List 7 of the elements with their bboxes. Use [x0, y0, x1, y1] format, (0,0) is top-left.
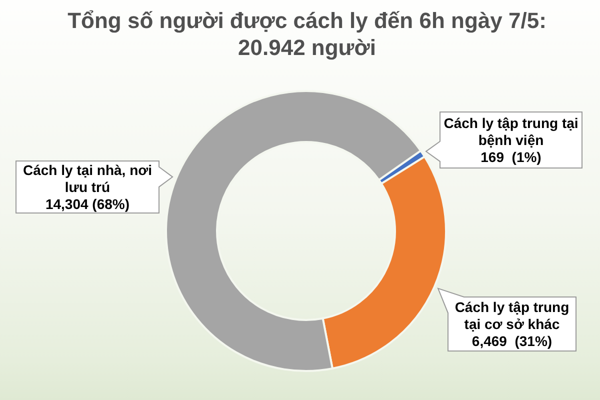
- data-label: 6,469 (31%): [472, 332, 552, 350]
- chart-title: Tổng số người được cách ly đến 6h ngày 7/5: 20.942 người: [66, 7, 548, 61]
- slice-label: Cách ly tập trung tại bệnh viện: [442, 114, 580, 148]
- data-label: 14,304 (68%): [45, 196, 130, 212]
- slice-label: Cách ly tập trung tại cơ sở khác: [454, 298, 570, 332]
- data-label: 169 (1%): [480, 148, 542, 166]
- slice-label: Cách ly tại nhà, nơi lưu trú: [22, 162, 153, 196]
